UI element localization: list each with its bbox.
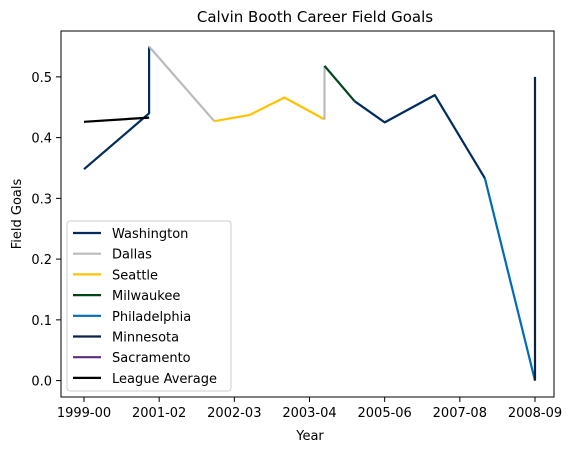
series-line-4 [323,65,356,102]
y-tick-label: 0.5 [31,71,52,86]
y-axis: 0.0 0.1 0.2 0.3 0.4 0.5 [31,71,61,390]
legend-box [66,220,232,392]
legend: Washington Dallas Seattle Milwaukee Philadel… [66,220,232,392]
x-tick-label: 2008-09 [508,406,562,421]
x-tick-label: 2005-06 [358,406,412,421]
y-tick-label: 0.3 [31,192,52,207]
x-tick-label: 2001-02 [132,406,186,421]
x-tick-label: 2002-03 [207,406,261,421]
x-tick-label: 1999-00 [57,406,111,421]
legend-entry: Minnesota [112,331,179,346]
y-tick-label: 0.0 [31,375,52,390]
x-axis-label: Year [295,429,324,444]
series-layer [83,45,537,381]
y-tick-label: 0.2 [31,253,52,268]
x-axis: 1999-00 2001-02 2002-03 2003-04 2005-06 2007-… [57,397,562,421]
legend-entry: Dallas [112,248,152,263]
series-line-6 [483,178,537,381]
legend-entry: League Average [112,372,217,387]
series-line-5 [353,93,486,179]
y-axis-label: Field Goals [10,179,25,250]
legend-entry: Milwaukee [112,289,180,304]
series-line-1 [148,45,216,122]
x-tick-label: 2003-04 [282,406,336,421]
x-tick-label: 2007-08 [433,406,487,421]
legend-entry: Seattle [112,268,158,283]
chart-title: Calvin Booth Career Field Goals [197,8,433,26]
plot-frame [60,30,555,398]
series-line-2 [214,96,326,123]
series-line-9 [83,116,150,123]
y-tick-label: 0.1 [31,314,52,329]
legend-entry: Philadelphia [112,310,191,325]
legend-entry: Sacramento [112,351,191,366]
y-tick-label: 0.4 [31,132,52,147]
legend-entry: Washington [112,227,188,242]
series-line-0 [83,46,151,171]
